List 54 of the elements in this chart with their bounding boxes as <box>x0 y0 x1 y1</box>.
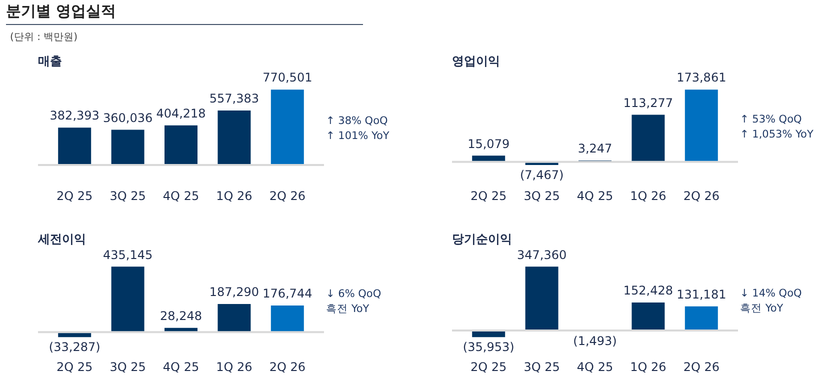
data-label: (1,493) <box>573 334 617 348</box>
chart-title: 매출 <box>38 54 62 68</box>
data-label: 15,079 <box>468 136 510 151</box>
x-tick-label: 1Q 26 <box>216 188 252 203</box>
chart-title: 영업이익 <box>452 54 500 68</box>
text: 흑전 YoY <box>326 303 370 316</box>
text: ↑ 101% YoY <box>326 130 390 142</box>
data-label: 557,383 <box>209 92 260 106</box>
data-label: 113,277 <box>623 96 674 110</box>
chart-title: 당기순이익 <box>452 232 512 246</box>
x-tick-label: 2Q 25 <box>470 360 507 374</box>
data-label: 435,145 <box>102 248 153 262</box>
x-tick-label: 2Q 26 <box>269 360 306 374</box>
data-label: 404,218 <box>156 106 206 121</box>
text: (단위 : 백만원) <box>10 31 78 44</box>
text: ↓ 14% QoQ <box>740 287 802 300</box>
x-tick-label: 2Q 25 <box>470 188 507 203</box>
text: ↑ 38% QoQ <box>326 115 388 128</box>
data-label: 152,428 <box>623 284 674 298</box>
data-label: 131,181 <box>676 288 726 302</box>
text: 분기별 영업실적 <box>6 0 363 25</box>
text: ↑ 1,053% YoY <box>740 128 814 141</box>
text: 흑전 YoY <box>740 302 784 314</box>
data-label: 28,248 <box>160 308 202 323</box>
data-label: 176,744 <box>262 286 312 301</box>
x-tick-label: 3Q 25 <box>110 360 146 374</box>
x-tick-label: 4Q 25 <box>162 188 200 203</box>
x-tick-label: 3Q 25 <box>524 188 560 203</box>
x-tick-label: 2Q 26 <box>683 360 720 374</box>
data-label: 173,861 <box>676 70 726 85</box>
x-tick-label: 3Q 25 <box>110 188 146 203</box>
data-label: (33,287) <box>48 340 100 354</box>
x-tick-label: 2Q 25 <box>56 360 93 374</box>
x-tick-label: 1Q 26 <box>630 360 666 374</box>
x-tick-label: 4Q 25 <box>576 360 614 374</box>
x-tick-label: 4Q 25 <box>162 360 200 374</box>
text: ↓ 6% QoQ <box>326 288 382 300</box>
x-tick-label: 1Q 26 <box>630 188 666 203</box>
data-label: 187,290 <box>209 285 260 300</box>
data-label: 382,393 <box>50 108 100 123</box>
x-tick-label: 4Q 25 <box>576 188 614 203</box>
text: ↑ 53% QoQ <box>740 114 802 126</box>
x-tick-label: 2Q 26 <box>683 188 720 203</box>
data-label: 347,360 <box>516 248 567 262</box>
data-label: (7,467) <box>520 168 564 182</box>
x-tick-label: 3Q 25 <box>524 360 560 374</box>
x-tick-label: 2Q 25 <box>56 188 93 203</box>
data-label: (35,953) <box>462 340 514 354</box>
x-tick-label: 2Q 26 <box>269 188 306 203</box>
chart-title: 세전이익 <box>37 232 86 246</box>
data-label: 770,501 <box>262 70 312 85</box>
data-label: 360,036 <box>102 110 153 125</box>
x-tick-label: 1Q 26 <box>216 360 252 374</box>
data-label: 3,247 <box>578 142 612 156</box>
